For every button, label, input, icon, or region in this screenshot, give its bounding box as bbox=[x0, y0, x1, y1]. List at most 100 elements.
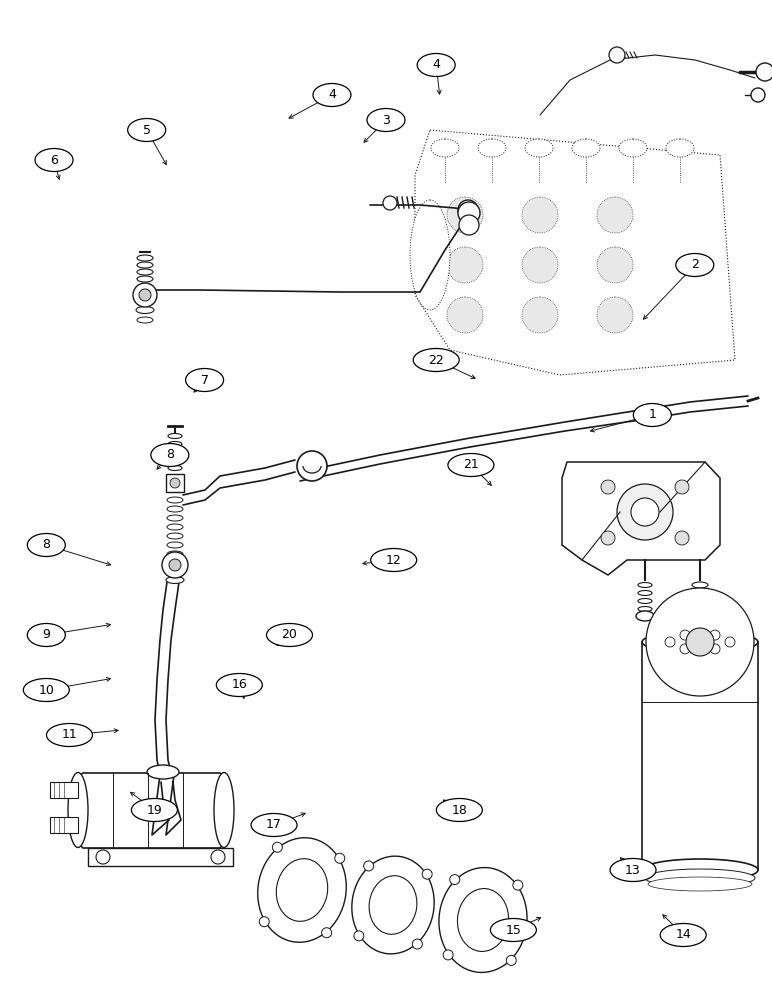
Text: 17: 17 bbox=[266, 818, 282, 832]
Text: 12: 12 bbox=[386, 554, 401, 566]
Ellipse shape bbox=[137, 317, 153, 323]
Circle shape bbox=[458, 200, 478, 220]
Circle shape bbox=[463, 205, 473, 215]
Circle shape bbox=[756, 63, 772, 81]
Circle shape bbox=[447, 247, 483, 283]
Circle shape bbox=[680, 630, 690, 640]
Ellipse shape bbox=[690, 631, 710, 639]
Circle shape bbox=[609, 47, 625, 63]
Ellipse shape bbox=[137, 262, 153, 268]
Circle shape bbox=[447, 197, 483, 233]
Polygon shape bbox=[415, 130, 735, 375]
Ellipse shape bbox=[666, 139, 694, 157]
Circle shape bbox=[710, 644, 720, 654]
Text: 19: 19 bbox=[147, 804, 162, 816]
Circle shape bbox=[96, 850, 110, 864]
Text: 8: 8 bbox=[166, 448, 174, 462]
Circle shape bbox=[443, 950, 453, 960]
Ellipse shape bbox=[645, 869, 755, 887]
Circle shape bbox=[506, 955, 516, 965]
Ellipse shape bbox=[168, 450, 182, 454]
Ellipse shape bbox=[692, 600, 708, 606]
Circle shape bbox=[522, 297, 558, 333]
Circle shape bbox=[322, 928, 332, 938]
Text: 16: 16 bbox=[232, 678, 247, 692]
Ellipse shape bbox=[648, 877, 752, 891]
Ellipse shape bbox=[692, 591, 708, 597]
Ellipse shape bbox=[352, 856, 434, 954]
Circle shape bbox=[631, 498, 659, 526]
Circle shape bbox=[133, 283, 157, 307]
Ellipse shape bbox=[638, 582, 652, 587]
Ellipse shape bbox=[413, 349, 459, 371]
Ellipse shape bbox=[68, 772, 88, 848]
Ellipse shape bbox=[642, 631, 758, 653]
Ellipse shape bbox=[410, 200, 450, 310]
Ellipse shape bbox=[572, 139, 600, 157]
Ellipse shape bbox=[214, 772, 234, 848]
Ellipse shape bbox=[610, 858, 656, 882]
Circle shape bbox=[297, 451, 327, 481]
Circle shape bbox=[675, 480, 689, 494]
Ellipse shape bbox=[167, 533, 183, 539]
Ellipse shape bbox=[23, 678, 69, 702]
Ellipse shape bbox=[35, 148, 73, 172]
Circle shape bbox=[686, 628, 714, 656]
Text: 15: 15 bbox=[506, 924, 521, 936]
Circle shape bbox=[646, 588, 754, 696]
Ellipse shape bbox=[27, 534, 66, 556]
Ellipse shape bbox=[167, 515, 183, 521]
Circle shape bbox=[447, 297, 483, 333]
Ellipse shape bbox=[166, 576, 184, 584]
Text: 5: 5 bbox=[143, 123, 151, 136]
Circle shape bbox=[513, 880, 523, 890]
Ellipse shape bbox=[458, 889, 509, 951]
Ellipse shape bbox=[448, 454, 494, 477]
Circle shape bbox=[211, 850, 225, 864]
Ellipse shape bbox=[168, 466, 182, 471]
Circle shape bbox=[412, 939, 422, 949]
Ellipse shape bbox=[313, 84, 351, 106]
Ellipse shape bbox=[692, 609, 708, 615]
Ellipse shape bbox=[266, 624, 313, 647]
Circle shape bbox=[522, 247, 558, 283]
Circle shape bbox=[597, 197, 633, 233]
Circle shape bbox=[680, 644, 690, 654]
Ellipse shape bbox=[168, 458, 182, 462]
Circle shape bbox=[162, 552, 188, 578]
Circle shape bbox=[751, 88, 765, 102]
Circle shape bbox=[665, 637, 675, 647]
Polygon shape bbox=[75, 773, 228, 848]
Circle shape bbox=[710, 630, 720, 640]
Ellipse shape bbox=[151, 444, 189, 466]
Circle shape bbox=[139, 289, 151, 301]
Text: 10: 10 bbox=[39, 684, 54, 696]
Text: 9: 9 bbox=[42, 629, 50, 642]
Text: 7: 7 bbox=[201, 373, 208, 386]
Ellipse shape bbox=[692, 618, 708, 624]
Ellipse shape bbox=[168, 434, 182, 438]
Ellipse shape bbox=[490, 918, 537, 942]
Text: 1: 1 bbox=[648, 408, 656, 422]
Ellipse shape bbox=[137, 255, 153, 261]
Ellipse shape bbox=[167, 524, 183, 530]
Circle shape bbox=[364, 861, 374, 871]
Ellipse shape bbox=[417, 53, 455, 77]
Ellipse shape bbox=[185, 368, 224, 391]
Ellipse shape bbox=[638, 598, 652, 603]
Ellipse shape bbox=[369, 876, 417, 934]
Ellipse shape bbox=[367, 108, 405, 131]
Circle shape bbox=[597, 297, 633, 333]
Ellipse shape bbox=[46, 724, 93, 746]
Circle shape bbox=[675, 531, 689, 545]
Ellipse shape bbox=[251, 814, 297, 836]
Text: 22: 22 bbox=[428, 354, 444, 366]
Circle shape bbox=[273, 842, 283, 852]
Ellipse shape bbox=[258, 838, 347, 942]
Ellipse shape bbox=[638, 590, 652, 595]
Text: 14: 14 bbox=[676, 928, 691, 942]
Text: 20: 20 bbox=[282, 629, 297, 642]
Text: 13: 13 bbox=[625, 863, 641, 876]
Circle shape bbox=[170, 478, 180, 488]
Circle shape bbox=[522, 197, 558, 233]
